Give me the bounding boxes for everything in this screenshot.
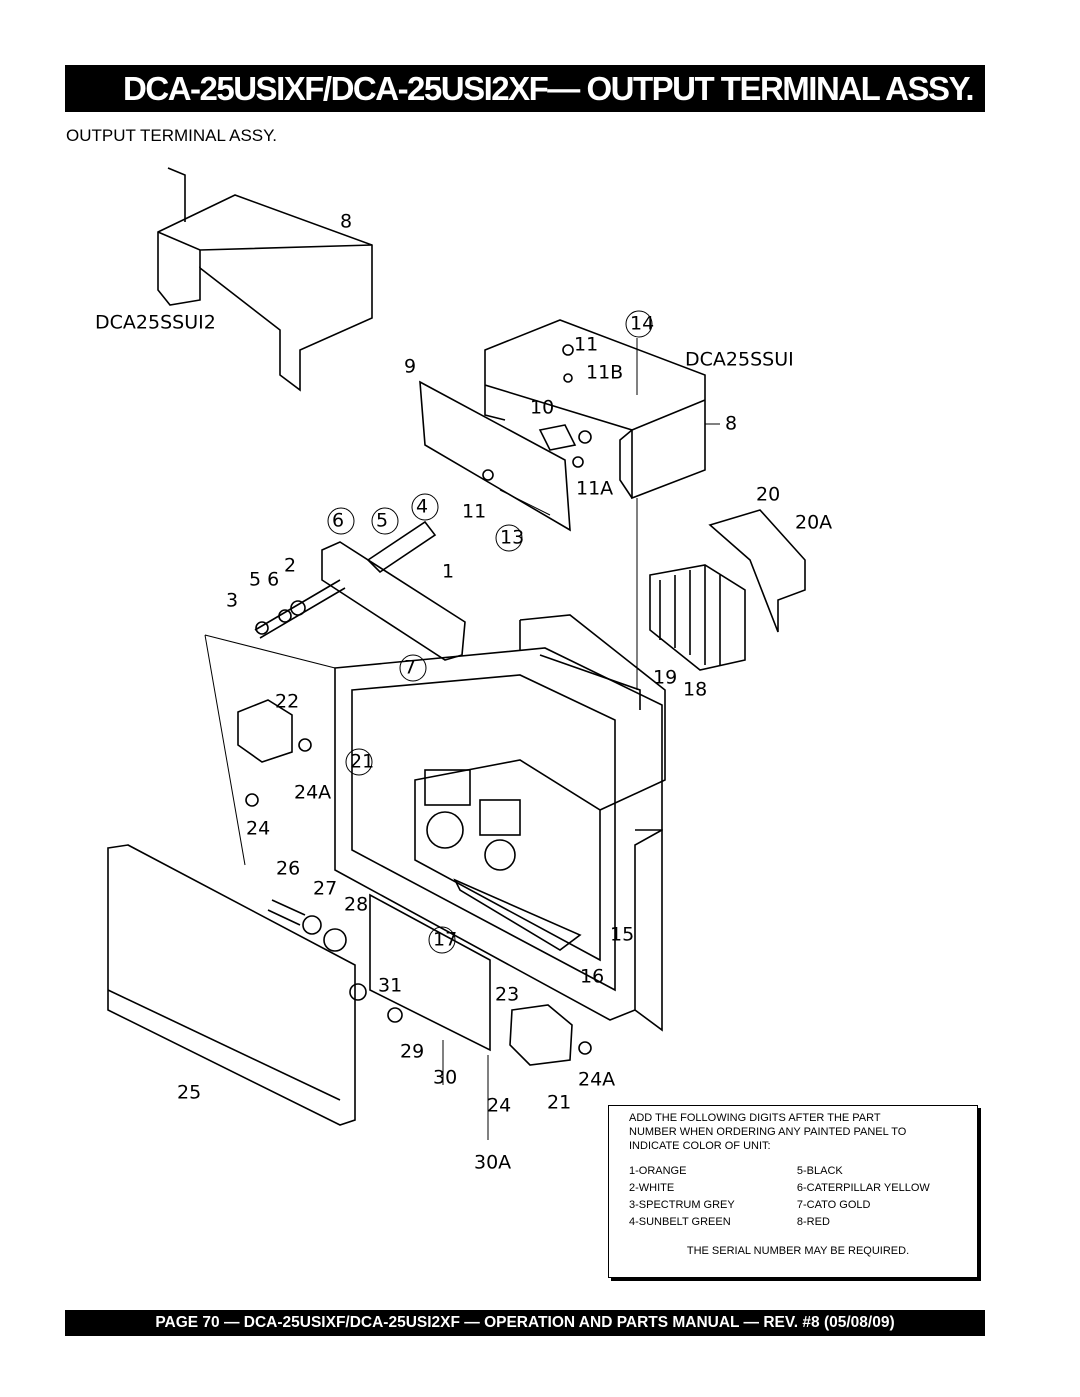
color-code: 1-ORANGE	[629, 1165, 687, 1177]
callout-label: 17	[433, 929, 457, 951]
callout-label: 30A	[474, 1152, 511, 1174]
callout-label: 16	[580, 966, 604, 988]
callout-label: 2	[284, 555, 296, 577]
callout-circle	[625, 310, 653, 338]
header-title: DCA-25USIXF/DCA-25USI2XF— OUTPUT TERMINA…	[65, 65, 985, 112]
callout-label: 11	[462, 501, 486, 523]
callout-label: 31	[378, 975, 402, 997]
callout-label: 21	[350, 751, 374, 773]
callout-circle	[345, 748, 373, 776]
callout-label: 4	[416, 496, 428, 518]
color-code: 2-WHITE	[629, 1182, 675, 1194]
callout-label: 22	[275, 691, 299, 713]
color-row: 3-SPECTRUM GREY 7-CATO GOLD	[629, 1197, 967, 1214]
section-title: OUTPUT TERMINAL ASSY.	[66, 126, 277, 145]
callout-label: 13	[500, 527, 524, 549]
callout-label: 24	[246, 818, 270, 840]
callout-label: 24A	[294, 782, 331, 804]
line-art	[107, 167, 806, 1140]
color-row: 2-WHITE 6-CATERPILLAR YELLOW	[629, 1180, 967, 1197]
callout-label: 20	[756, 484, 780, 506]
callout-label: 30	[433, 1067, 457, 1089]
callout-circle	[411, 493, 439, 521]
footer: PAGE 70 — DCA-25USIXF/DCA-25USI2XF — OPE…	[65, 1310, 985, 1336]
callout-circle	[495, 524, 523, 552]
callout-label: 11B	[586, 362, 623, 384]
callout-label: 25	[177, 1082, 201, 1104]
callout-label: 24	[487, 1095, 511, 1117]
callout-label: 21	[547, 1092, 571, 1114]
color-code: 6-CATERPILLAR YELLOW	[796, 1182, 930, 1194]
callout-label: 5	[376, 510, 388, 532]
callout-label: 1	[442, 561, 454, 583]
callouts: 8 DCA25SSUI2 14 11 DCA25SSUI 9 11B 10 8 20 11A 4 6 5 1…	[95, 211, 832, 1174]
callout-label: 3	[226, 590, 238, 612]
note-line: ADD THE FOLLOWING DIGITS AFTER THE PART	[629, 1112, 881, 1124]
note-line: INDICATE COLOR OF UNIT:	[629, 1140, 771, 1152]
color-row: 1-ORANGE 5-BLACK	[629, 1163, 967, 1180]
color-code: 8-RED	[796, 1216, 830, 1228]
callout-label: 27	[313, 878, 337, 900]
note-line: NUMBER WHEN ORDERING ANY PAINTED PANEL T…	[629, 1126, 907, 1138]
callout-label: 24A	[578, 1069, 615, 1091]
callout-label: 10	[530, 397, 554, 419]
callout-label: 28	[344, 894, 368, 916]
callout-circle	[327, 507, 355, 535]
callout-circle	[399, 654, 427, 682]
callout-label: 19	[653, 667, 677, 689]
callout-label: 8	[340, 211, 352, 233]
callout-label: DCA25SSUI2	[95, 312, 216, 334]
callout-circle	[428, 926, 456, 954]
callout-label: 5 6	[249, 569, 279, 591]
color-table: 1-ORANGE 5-BLACK 2-WHITE 6-CATERPILLAR YELL…	[629, 1163, 967, 1231]
callout-label: 11A	[576, 478, 613, 500]
color-code: 5-BLACK	[796, 1165, 843, 1177]
callout-label: 7	[404, 657, 416, 679]
callout-label: DCA25SSUI	[685, 349, 794, 371]
callout-label: 15	[610, 924, 634, 946]
color-code: 7-CATO GOLD	[796, 1199, 871, 1211]
color-code: 3-SPECTRUM GREY	[629, 1199, 735, 1211]
serial-note: THE SERIAL NUMBER MAY BE REQUIRED.	[686, 1245, 910, 1257]
callout-label: 29	[400, 1041, 424, 1063]
note-box: ADD THE FOLLOWING DIGITS AFTER THE PART N…	[608, 1105, 978, 1278]
callout-label: 14	[630, 313, 654, 335]
callout-label: 8	[725, 413, 737, 435]
callout-label: 23	[495, 984, 519, 1006]
diagram: 8 DCA25SSUI2 14 11 DCA25SSUI 9 11B 10 8 20 11A 4 6 5 1…	[95, 167, 832, 1174]
callout-label: 9	[404, 356, 416, 378]
callout-label: 18	[683, 679, 707, 701]
callout-label: 6	[332, 510, 344, 532]
color-row: 4-SUNBELT GREEN 8-RED	[629, 1214, 967, 1231]
callout-label: 26	[276, 858, 300, 880]
callout-label: 20A	[795, 512, 832, 534]
callout-label: 11	[574, 334, 598, 356]
color-code: 4-SUNBELT GREEN	[629, 1216, 731, 1228]
callout-circle	[371, 507, 399, 535]
